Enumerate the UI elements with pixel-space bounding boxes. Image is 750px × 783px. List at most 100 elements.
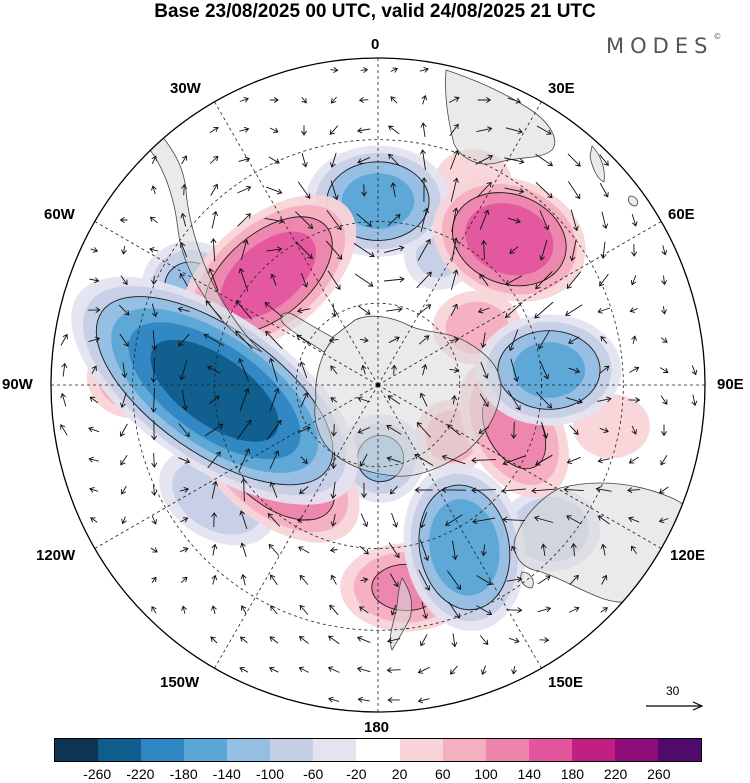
wind-arrow	[119, 217, 128, 223]
wind-arrow	[328, 696, 340, 703]
wind-arrow	[539, 361, 550, 380]
lon-label-60e: 60E	[668, 206, 695, 223]
wind-arrow	[119, 423, 128, 437]
lon-label-120e: 120E	[670, 547, 706, 564]
wind-arrow	[60, 424, 68, 436]
wind-arrow	[177, 306, 190, 313]
wind-arrow	[118, 304, 130, 316]
wind-arrow	[537, 606, 552, 613]
wind-arrow	[565, 397, 583, 405]
wind-arrow	[419, 512, 428, 529]
wind-arrow	[569, 239, 577, 262]
wind-arrow	[598, 365, 610, 375]
wind-arrow	[449, 123, 459, 136]
wind-arrow	[441, 486, 467, 493]
wind-arrow	[391, 364, 397, 375]
colorbar-segment	[485, 739, 529, 761]
wind-arrow	[421, 601, 429, 620]
wind-arrow	[359, 453, 368, 467]
wind-arrow	[264, 217, 285, 224]
wind-arrow	[88, 336, 101, 343]
brand-name: MODES	[606, 34, 714, 58]
wind-arrow	[471, 457, 497, 464]
wind-arrow	[264, 302, 284, 318]
wind-arrow	[211, 210, 219, 229]
wind-arrow	[390, 604, 397, 616]
wind-arrow	[631, 545, 637, 554]
wind-arrow	[240, 239, 249, 261]
colorbar-tick-label: 140	[517, 766, 541, 782]
wind-arrow	[416, 271, 432, 289]
wind-arrow	[207, 365, 221, 374]
wind-arrow	[330, 397, 338, 403]
wind-arrow	[510, 421, 517, 440]
wind-arrow	[477, 97, 492, 103]
wind-arrow	[507, 217, 521, 224]
wind-arrow	[211, 543, 218, 556]
wind-arrow	[360, 513, 369, 528]
colorbar-tick-label: 60	[435, 766, 451, 782]
wind-arrow	[414, 487, 433, 493]
wind-arrow	[237, 185, 252, 194]
wind-arrow	[418, 335, 430, 345]
wind-arrow	[300, 392, 309, 408]
wind-arrow	[386, 667, 401, 674]
wind-arrow	[449, 367, 460, 374]
africa	[445, 69, 556, 165]
wind-arrow	[208, 395, 220, 405]
colorbar-tick-label: -180	[169, 766, 198, 782]
madagascar	[589, 145, 605, 183]
wind-arrow	[150, 387, 157, 413]
wind-arrow	[150, 357, 157, 383]
wind-arrow	[386, 456, 401, 463]
modes-logo: MODES©	[606, 32, 721, 58]
colorbar-segment	[442, 739, 486, 761]
wind-arrow	[563, 486, 584, 493]
wind-arrow	[356, 127, 371, 134]
wind-arrow	[211, 480, 218, 499]
wind-arrow	[359, 545, 369, 555]
wind-arrow	[90, 247, 99, 253]
wind-arrow	[297, 181, 311, 199]
wind-arrow	[89, 486, 99, 493]
wind-arrow	[210, 636, 218, 644]
wind-arrow	[238, 267, 249, 292]
wind-arrow	[540, 543, 547, 556]
wind-arrow	[357, 305, 371, 315]
wind-arrow	[299, 574, 309, 585]
wind-arrow	[451, 633, 458, 648]
wind-arrow	[660, 395, 668, 405]
wind-arrow	[329, 546, 338, 553]
wind-vectors	[60, 66, 698, 704]
meridian-line	[214, 384, 379, 669]
meridian-line	[377, 384, 542, 669]
wind-arrow	[417, 304, 432, 316]
colorbar-tick-label: -60	[303, 766, 324, 782]
wind-arrow	[506, 576, 523, 583]
wind-arrow	[569, 574, 579, 586]
wind-arrow	[566, 271, 582, 290]
wind-arrow	[451, 207, 459, 232]
colorbar-segment	[55, 739, 99, 761]
wind-arrow	[151, 576, 157, 583]
wind-arrow	[179, 242, 188, 258]
wind-arrow	[297, 426, 311, 434]
wind-arrow	[89, 396, 99, 404]
wind-arrow	[539, 637, 550, 643]
high-anomaly	[432, 176, 586, 302]
wind-arrow	[507, 389, 521, 411]
wind-arrow	[534, 454, 553, 466]
wind-arrow	[237, 213, 251, 227]
wind-arrow	[448, 601, 460, 619]
lon-label-180: 180	[364, 719, 390, 736]
wind-arrow	[88, 307, 101, 313]
wind-arrow	[390, 67, 399, 73]
wind-arrow	[298, 666, 309, 673]
lon-label-150w: 150W	[160, 674, 200, 691]
meridian-line	[214, 101, 379, 386]
wind-arrow	[360, 577, 369, 583]
wind-arrow	[205, 300, 223, 320]
lon-label-150e: 150E	[548, 674, 584, 691]
wind-arrow	[121, 485, 127, 495]
map-title: Base 23/08/2025 00 UTC, valid 24/08/2025…	[154, 1, 596, 22]
